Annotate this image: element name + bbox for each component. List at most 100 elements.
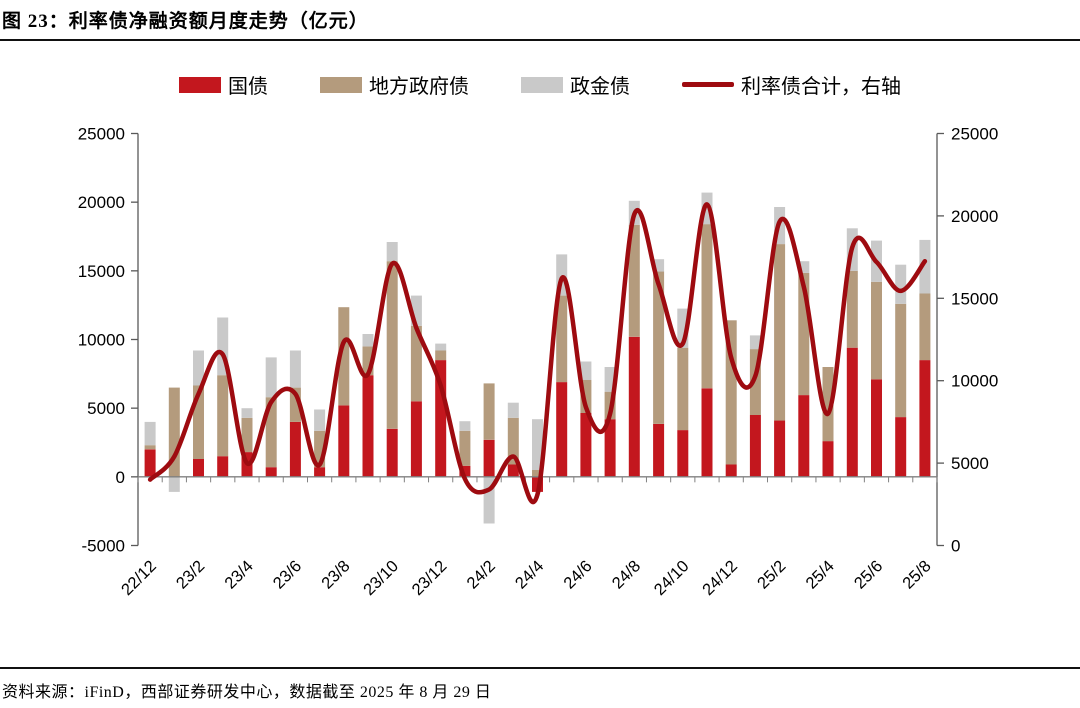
bar-segment <box>362 375 374 477</box>
bar-segment <box>168 476 180 492</box>
svg-text:5000: 5000 <box>951 454 989 473</box>
bar-segment <box>749 349 761 415</box>
bar-segment <box>217 317 229 376</box>
bar-segment <box>410 295 422 326</box>
svg-text:-5000: -5000 <box>82 537 125 556</box>
bar-segment <box>798 272 810 396</box>
bar-segment <box>749 415 761 477</box>
left-axis-labels: -5000 0 5000 10000 15000 20000 25000 <box>78 125 125 556</box>
footer-divider <box>0 667 1080 669</box>
bar-segment <box>556 382 568 477</box>
bar-segment <box>362 334 374 347</box>
svg-text:23/12: 23/12 <box>409 557 451 599</box>
bar-segment <box>895 303 907 418</box>
svg-text:23/4: 23/4 <box>221 557 256 592</box>
svg-text:20000: 20000 <box>951 207 998 226</box>
bar-segment <box>410 325 422 402</box>
bar-segment <box>798 261 810 273</box>
bar-segment <box>410 401 422 477</box>
bar-segment <box>217 456 229 477</box>
svg-text:24/2: 24/2 <box>463 557 498 592</box>
bar-segment <box>386 242 398 262</box>
bar-segment <box>895 417 907 477</box>
policy-bank-swatch-icon <box>521 76 563 93</box>
svg-text:24/12: 24/12 <box>699 557 741 599</box>
bar-segment <box>556 295 568 383</box>
x-axis-labels: 22/12 23/2 23/4 23/6 23/8 23/10 23/12 24/2 24/4 2… <box>118 557 935 599</box>
bar-segment <box>144 449 156 477</box>
bar-segment <box>144 421 156 446</box>
bar-segment <box>749 335 761 350</box>
bar-segment <box>701 224 713 389</box>
bar-segment <box>701 192 713 225</box>
bar-segment <box>822 441 834 477</box>
svg-text:15000: 15000 <box>78 262 125 281</box>
bar-segment <box>193 350 204 386</box>
total-line-swatch-icon <box>682 82 734 87</box>
chart-legend: 国债 地方政府债 政金债 利率债合计，右轴 <box>0 70 1080 99</box>
bar-segment <box>556 254 568 296</box>
bar-segment <box>435 350 447 361</box>
bar-segment <box>314 430 326 468</box>
bar-segment <box>289 350 301 388</box>
bar-segment <box>459 465 471 477</box>
bar-segment <box>435 343 447 351</box>
bar-segment <box>265 467 277 477</box>
bar-segment <box>459 421 471 431</box>
series-国债 <box>144 336 931 492</box>
x-axis <box>137 476 938 483</box>
bar-segment <box>386 428 398 477</box>
svg-text:23/8: 23/8 <box>318 557 353 592</box>
bar-segment <box>628 224 640 337</box>
svg-text:24/8: 24/8 <box>609 557 644 592</box>
svg-text:23/2: 23/2 <box>173 557 208 592</box>
bar-segment <box>919 239 931 294</box>
legend-label-total-line: 利率债合计，右轴 <box>741 76 901 98</box>
svg-text:25/8: 25/8 <box>899 557 934 592</box>
svg-text:22/12: 22/12 <box>118 557 160 599</box>
legend-label-policy-bank: 政金债 <box>570 76 630 98</box>
svg-text:15000: 15000 <box>951 289 998 308</box>
bar-segment <box>846 270 858 348</box>
title-divider <box>0 39 1080 41</box>
bar-segment <box>217 375 229 457</box>
svg-text:24/10: 24/10 <box>651 557 693 599</box>
series-地方政府债 <box>144 224 931 477</box>
bar-segment <box>774 420 786 477</box>
treasury-swatch-icon <box>179 76 221 93</box>
bar-segment <box>241 408 253 418</box>
bar-segment <box>532 419 543 470</box>
bar-segment <box>168 387 180 477</box>
bar-segment <box>314 467 326 477</box>
bar-segment <box>435 360 447 477</box>
bar-segment <box>483 476 495 524</box>
bar-segment <box>144 445 156 450</box>
right-axis-labels: 0 5000 10000 15000 20000 25000 <box>951 125 998 556</box>
bar-segment <box>507 402 519 418</box>
svg-text:25000: 25000 <box>951 125 998 144</box>
bar-segment <box>580 413 592 477</box>
svg-text:24/6: 24/6 <box>560 557 595 592</box>
bar-segment <box>871 281 882 380</box>
bar-segment <box>628 336 640 477</box>
bar-segment <box>338 307 350 406</box>
bar-segment <box>677 430 689 477</box>
bar-segment <box>725 464 737 477</box>
bar-segment <box>580 361 592 380</box>
bar-segment <box>362 346 374 376</box>
svg-text:25000: 25000 <box>78 125 125 144</box>
bar-segment <box>919 293 931 361</box>
local-gov-swatch-icon <box>320 76 362 93</box>
bar-segment <box>653 424 665 477</box>
svg-text:25/2: 25/2 <box>754 557 789 592</box>
bar-segment <box>871 379 882 477</box>
bar-segment <box>822 367 834 442</box>
legend-label-treasury: 国债 <box>228 76 268 98</box>
legend-item-local-gov: 地方政府债 <box>320 70 469 99</box>
figure-title: 图 23：利率债净融资额月度走势（亿元） <box>2 11 369 32</box>
bar-segment <box>653 259 665 272</box>
bar-segment <box>289 387 301 422</box>
bar-segment <box>483 383 495 440</box>
svg-text:23/10: 23/10 <box>360 557 402 599</box>
